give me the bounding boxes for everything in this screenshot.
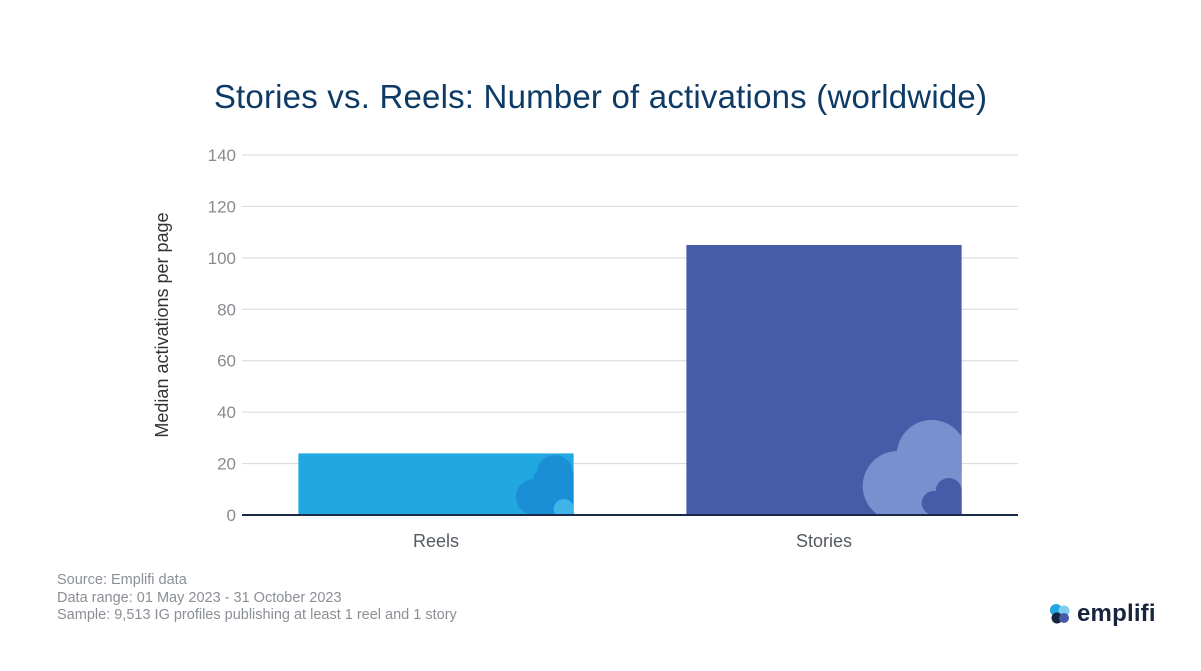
x-tick-label: Reels [413, 531, 459, 551]
source-note: Source: Emplifi data [57, 572, 187, 588]
bar-group-stories [686, 245, 962, 515]
y-tick-label: 120 [208, 197, 236, 216]
date-range-note: Data range: 01 May 2023 - 31 October 202… [57, 589, 342, 606]
bar-decoration [933, 491, 962, 515]
y-tick-label: 80 [217, 300, 236, 319]
bar-decoration [553, 499, 574, 515]
y-tick-label: 60 [217, 352, 236, 371]
bar-group-reels [298, 453, 574, 515]
y-axis-label: Median activations per page [152, 212, 172, 437]
sample-note: Sample: 9,513 IG profiles publishing at … [57, 607, 457, 623]
x-tick-label: Stories [796, 531, 852, 551]
y-tick-label: 0 [227, 506, 236, 525]
chart-title: Stories vs. Reels: Number of activations… [213, 78, 988, 115]
y-tick-label: 20 [217, 455, 236, 474]
y-tick-label: 140 [208, 146, 236, 165]
y-tick-label: 40 [217, 403, 236, 422]
brand-name: emplifi [1077, 600, 1156, 627]
y-tick-label: 100 [208, 249, 236, 268]
footnotes: Source: Emplifi data Data range: 01 May … [57, 572, 457, 625]
emplifi-logo-icon [1050, 604, 1070, 624]
brand-logo: emplifi [1048, 600, 1156, 628]
